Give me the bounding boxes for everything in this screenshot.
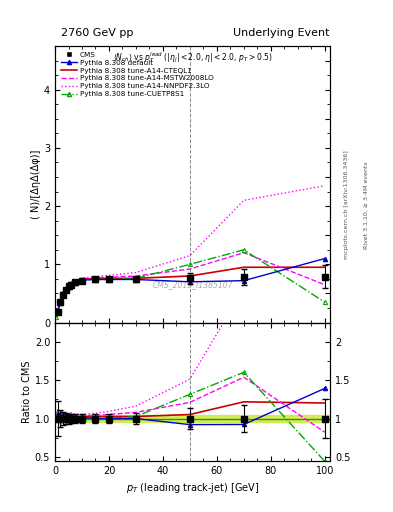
Legend: CMS, Pythia 8.308 default, Pythia 8.308 tune-A14-CTEQL1, Pythia 8.308 tune-A14-M: CMS, Pythia 8.308 default, Pythia 8.308 … [59,50,215,99]
Text: 2760 GeV pp: 2760 GeV pp [61,28,133,38]
Text: Rivet 3.1.10, ≥ 3.4M events: Rivet 3.1.10, ≥ 3.4M events [364,161,369,249]
Text: Underlying Event: Underlying Event [233,28,329,38]
X-axis label: $p_T$ (leading track-jet) [GeV]: $p_T$ (leading track-jet) [GeV] [126,481,259,495]
Bar [55,415,330,422]
Text: mcplots.cern.ch [arXiv:1306.3436]: mcplots.cern.ch [arXiv:1306.3436] [344,151,349,259]
Text: CMS_2015_I1385107: CMS_2015_I1385107 [152,281,233,289]
Y-axis label: Ratio to CMS: Ratio to CMS [22,360,32,423]
Text: $\langle N_{ch}\rangle$ vs $p_T^{lead}$ ($|\eta_j|$$<$2.0, $\eta|$$<$2.0, $p_T$$: $\langle N_{ch}\rangle$ vs $p_T^{lead}$ … [113,50,272,65]
Y-axis label: ( N)/[ΔηΔ(Δφ)]: ( N)/[ΔηΔ(Δφ)] [31,150,41,219]
